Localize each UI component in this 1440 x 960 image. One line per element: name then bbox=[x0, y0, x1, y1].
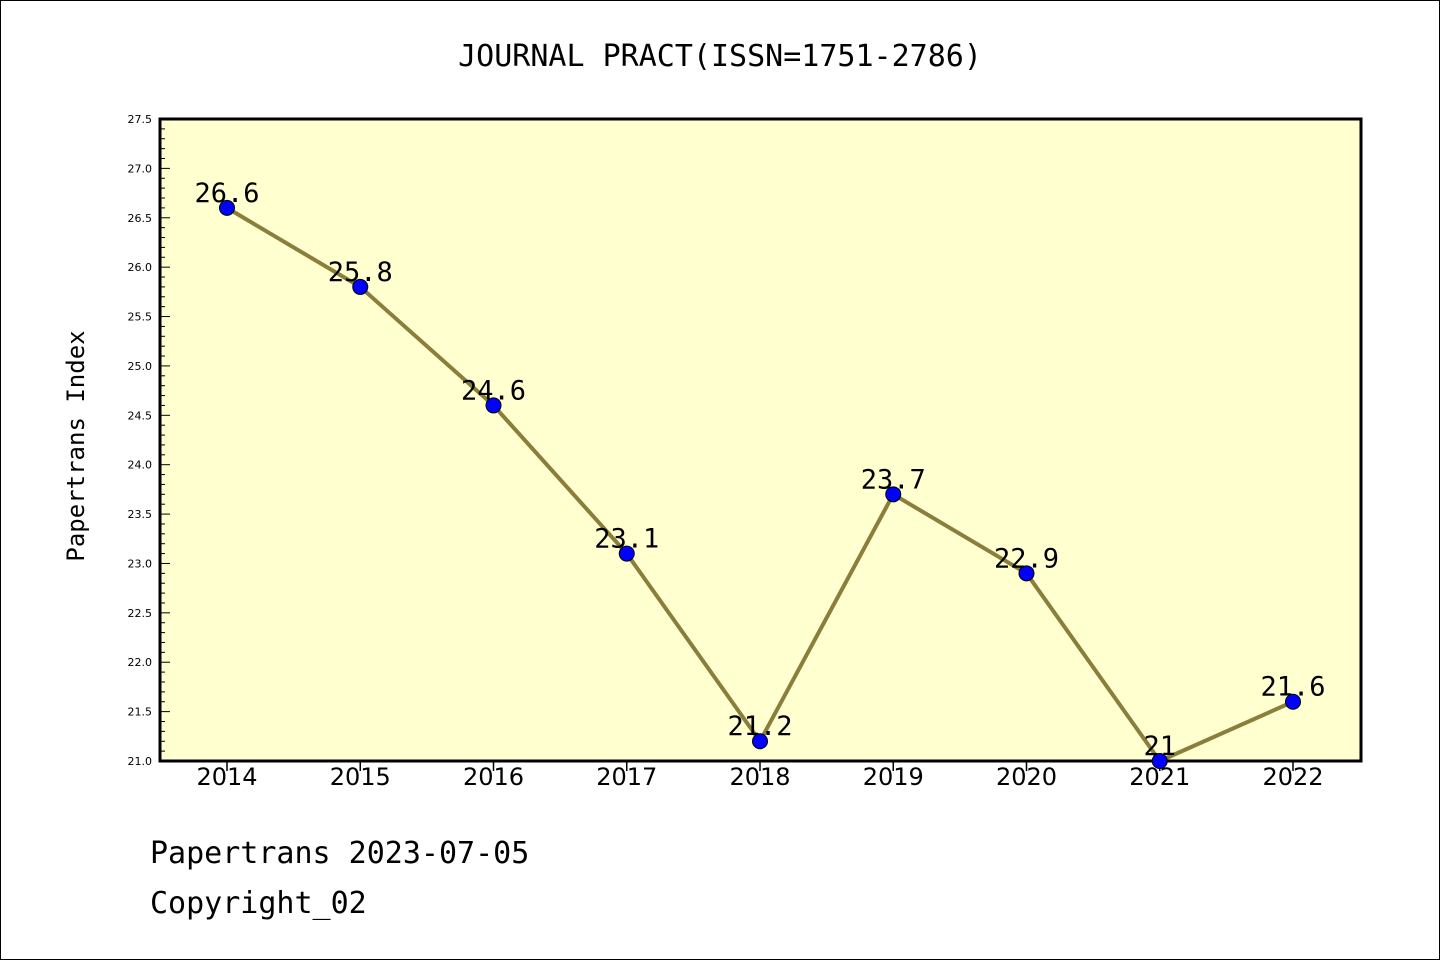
y-tick-label: 21.0 bbox=[128, 755, 153, 768]
footer-copyright-text: Copyright_02 bbox=[150, 886, 367, 921]
x-tick-label: 2019 bbox=[863, 763, 924, 791]
y-tick-label: 23.5 bbox=[128, 508, 153, 521]
data-label: 23.1 bbox=[594, 524, 659, 555]
y-tick-label: 24.5 bbox=[128, 409, 153, 422]
y-tick-label: 24.0 bbox=[128, 459, 153, 472]
data-label: 21 bbox=[1143, 731, 1176, 762]
x-tick-label: 2014 bbox=[196, 763, 257, 791]
data-point bbox=[1285, 693, 1301, 710]
data-point bbox=[352, 278, 369, 295]
data-point bbox=[1018, 565, 1035, 582]
data-label: 26.6 bbox=[194, 178, 259, 209]
data-point bbox=[885, 486, 902, 503]
y-tick-label: 22.0 bbox=[128, 656, 153, 669]
footer-date-text: Papertrans 2023-07-05 bbox=[150, 836, 530, 871]
series-layer: 26.6 25.8 24.6 23.1 21.2 23.7 22.9 21 21.6 bbox=[194, 178, 1326, 769]
x-axis: 2014 2015 2016 2017 2018 2019 2020 2021 2022 bbox=[196, 761, 1324, 791]
data-point bbox=[752, 733, 768, 750]
data-label: 22.9 bbox=[994, 543, 1059, 574]
plot-area bbox=[158, 117, 1363, 763]
x-tick-label: 2017 bbox=[596, 763, 657, 791]
x-tick-label: 2022 bbox=[1262, 763, 1323, 791]
x-tick-label: 2015 bbox=[330, 763, 391, 791]
y-tick-label: 25.5 bbox=[128, 311, 153, 324]
data-point bbox=[1151, 753, 1168, 769]
x-tick-label: 2016 bbox=[463, 763, 524, 791]
y-tick-label: 27.5 bbox=[128, 113, 153, 126]
y-tick-label: 22.5 bbox=[128, 607, 153, 620]
data-point bbox=[485, 397, 502, 414]
y-axis-label: Papertrans Index bbox=[62, 330, 90, 561]
data-label: 24.6 bbox=[461, 375, 526, 406]
x-tick-label: 2018 bbox=[729, 763, 790, 791]
chart-title: JOURNAL PRACT(ISSN=1751-2786) bbox=[458, 39, 982, 74]
y-tick-label: 21.5 bbox=[128, 706, 153, 719]
y-tick-label: 26.5 bbox=[128, 212, 153, 225]
y-tick-label: 25.0 bbox=[128, 360, 153, 373]
data-label: 21.6 bbox=[1260, 672, 1325, 703]
data-point bbox=[618, 545, 635, 562]
y-tick-label: 27.0 bbox=[128, 162, 153, 175]
y-tick-label: 23.0 bbox=[128, 557, 153, 570]
data-point bbox=[219, 199, 235, 216]
data-label: 25.8 bbox=[328, 257, 393, 288]
x-tick-label: 2020 bbox=[996, 763, 1057, 791]
data-label: 23.7 bbox=[861, 464, 926, 495]
data-label: 21.2 bbox=[727, 711, 792, 742]
y-tick-label: 26.0 bbox=[128, 261, 153, 274]
y-axis: 21.0 21.5 22.0 22.5 23.0 23.5 24.0 24.5 25.0 25.5… bbox=[128, 113, 170, 768]
